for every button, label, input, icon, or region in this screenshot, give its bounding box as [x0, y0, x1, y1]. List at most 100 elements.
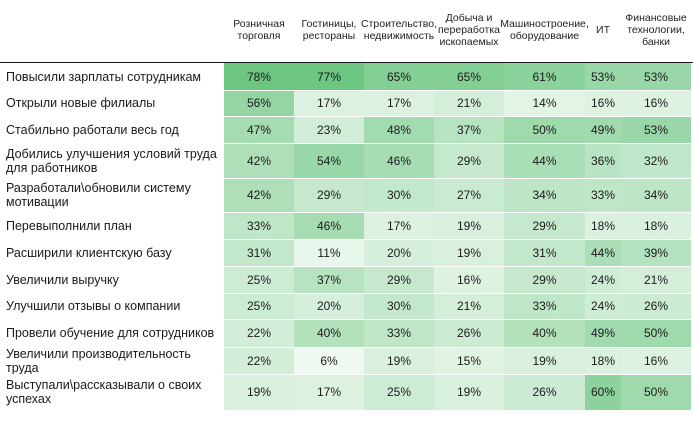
table-cell: 27%	[434, 178, 504, 212]
column-header: Добыча и переработка ископаемых	[438, 12, 500, 48]
table-row: Улучшили отзывы о компании 25% 20% 30% 21% 33…	[0, 293, 693, 319]
table-cell: 15%	[434, 347, 504, 374]
row-label: Добились улучшения условий труда для раб…	[6, 146, 217, 175]
table-cell: 14%	[504, 90, 585, 116]
table-cell: 65%	[434, 63, 504, 90]
table-cell: 31%	[224, 239, 294, 266]
table-cell: 53%	[585, 63, 621, 90]
table-row: Увеличили выручку 25% 37% 29% 16% 29% 24% 21%	[0, 266, 693, 293]
table-cell: 31%	[504, 239, 585, 266]
table-cell: 29%	[504, 212, 585, 239]
table-cell: 26%	[434, 319, 504, 347]
table-cell: 34%	[504, 178, 585, 212]
table-cell: 33%	[585, 178, 621, 212]
column-header: Строительство, недвижимость	[361, 18, 437, 42]
table-cell: 23%	[294, 116, 364, 143]
table-cell: 33%	[504, 293, 585, 319]
table-cell: 16%	[621, 90, 691, 116]
row-divider	[0, 347, 693, 348]
table-cell: 29%	[434, 143, 504, 178]
table-cell: 33%	[224, 212, 294, 239]
table-cell: 25%	[364, 374, 434, 410]
row-divider	[0, 143, 693, 144]
table-cell: 42%	[224, 143, 294, 178]
table-cell: 48%	[364, 116, 434, 143]
table-cell: 17%	[294, 374, 364, 410]
table-cell: 47%	[224, 116, 294, 143]
row-label: Разработали\обновили систему мотивации	[6, 181, 191, 209]
table-cell: 11%	[294, 239, 364, 266]
table-cell: 17%	[364, 212, 434, 239]
column-header: Гостиницы, рестораны	[301, 18, 357, 42]
column-header: Машиностроение, оборудование	[500, 18, 589, 42]
table-cell: 17%	[364, 90, 434, 116]
table-row: Расширили клиентскую базу 31% 11% 20% 19% 31%…	[0, 239, 693, 266]
table-cell: 21%	[621, 266, 691, 293]
table-cell: 19%	[504, 347, 585, 374]
table-cell: 60%	[585, 374, 621, 410]
table-cell: 54%	[294, 143, 364, 178]
table-cell: 53%	[621, 116, 691, 143]
table-cell: 37%	[294, 266, 364, 293]
table-cell: 22%	[224, 319, 294, 347]
table-cell: 16%	[434, 266, 504, 293]
row-label: Выступали\рассказывали о своих успехах	[6, 378, 202, 406]
table-cell: 6%	[294, 347, 364, 374]
table-cell: 18%	[621, 212, 691, 239]
table-header: Розничная торговля Гостиницы, рестораны Ст…	[0, 0, 693, 62]
table-cell: 50%	[621, 374, 691, 410]
table-cell: 65%	[364, 63, 434, 90]
table-row: Разработали\обновили систему мотивации 42…	[0, 178, 693, 212]
table-cell: 46%	[294, 212, 364, 239]
table-cell: 26%	[621, 293, 691, 319]
row-label: Открыли новые филиалы	[6, 96, 156, 110]
table-cell: 19%	[434, 212, 504, 239]
column-header: ИТ	[596, 24, 610, 36]
table-cell: 39%	[621, 239, 691, 266]
table-cell: 26%	[504, 374, 585, 410]
row-label: Увеличили производительность труда	[6, 346, 191, 375]
table-cell: 22%	[224, 347, 294, 374]
table-cell: 20%	[364, 239, 434, 266]
table-cell: 30%	[364, 293, 434, 319]
column-header: Розничная торговля	[233, 18, 285, 42]
row-label: Улучшили отзывы о компании	[6, 299, 181, 313]
row-divider	[0, 266, 693, 267]
column-header: Финансовые технологии, банки	[625, 12, 687, 48]
table-cell: 17%	[294, 90, 364, 116]
table-cell: 42%	[224, 178, 294, 212]
table-cell: 78%	[224, 63, 294, 90]
row-label: Перевыполнили план	[6, 218, 132, 233]
table-row: Провели обучение для сотрудников 22% 40% 33…	[0, 319, 693, 347]
table-cell: 44%	[504, 143, 585, 178]
table-cell: 25%	[224, 293, 294, 319]
table-cell: 49%	[585, 319, 621, 347]
table-cell: 29%	[504, 266, 585, 293]
table-cell: 21%	[434, 90, 504, 116]
table-cell: 53%	[621, 63, 691, 90]
table-cell: 30%	[364, 178, 434, 212]
table-cell: 56%	[224, 90, 294, 116]
row-label: Стабильно работали весь год	[6, 122, 179, 137]
table-cell: 16%	[621, 347, 691, 374]
row-divider	[0, 90, 693, 91]
table-cell: 19%	[364, 347, 434, 374]
table-cell: 34%	[621, 178, 691, 212]
table-cell: 61%	[504, 63, 585, 90]
row-label: Увеличили выручку	[6, 272, 119, 287]
row-divider	[0, 319, 693, 320]
table-cell: 29%	[364, 266, 434, 293]
table-row: Стабильно работали весь год 47% 23% 48% 37% 5…	[0, 116, 693, 143]
table-cell: 33%	[364, 319, 434, 347]
table-row: Повысили зарплаты сотрудникам 78% 77% 65% 65…	[0, 63, 693, 90]
table-cell: 32%	[621, 143, 691, 178]
table-cell: 50%	[504, 116, 585, 143]
row-label: Провели обучение для сотрудников	[6, 326, 215, 340]
table-cell: 25%	[224, 266, 294, 293]
row-divider	[0, 212, 693, 213]
row-divider	[0, 239, 693, 240]
table-cell: 29%	[294, 178, 364, 212]
table-cell: 37%	[434, 116, 504, 143]
table-cell: 16%	[585, 90, 621, 116]
